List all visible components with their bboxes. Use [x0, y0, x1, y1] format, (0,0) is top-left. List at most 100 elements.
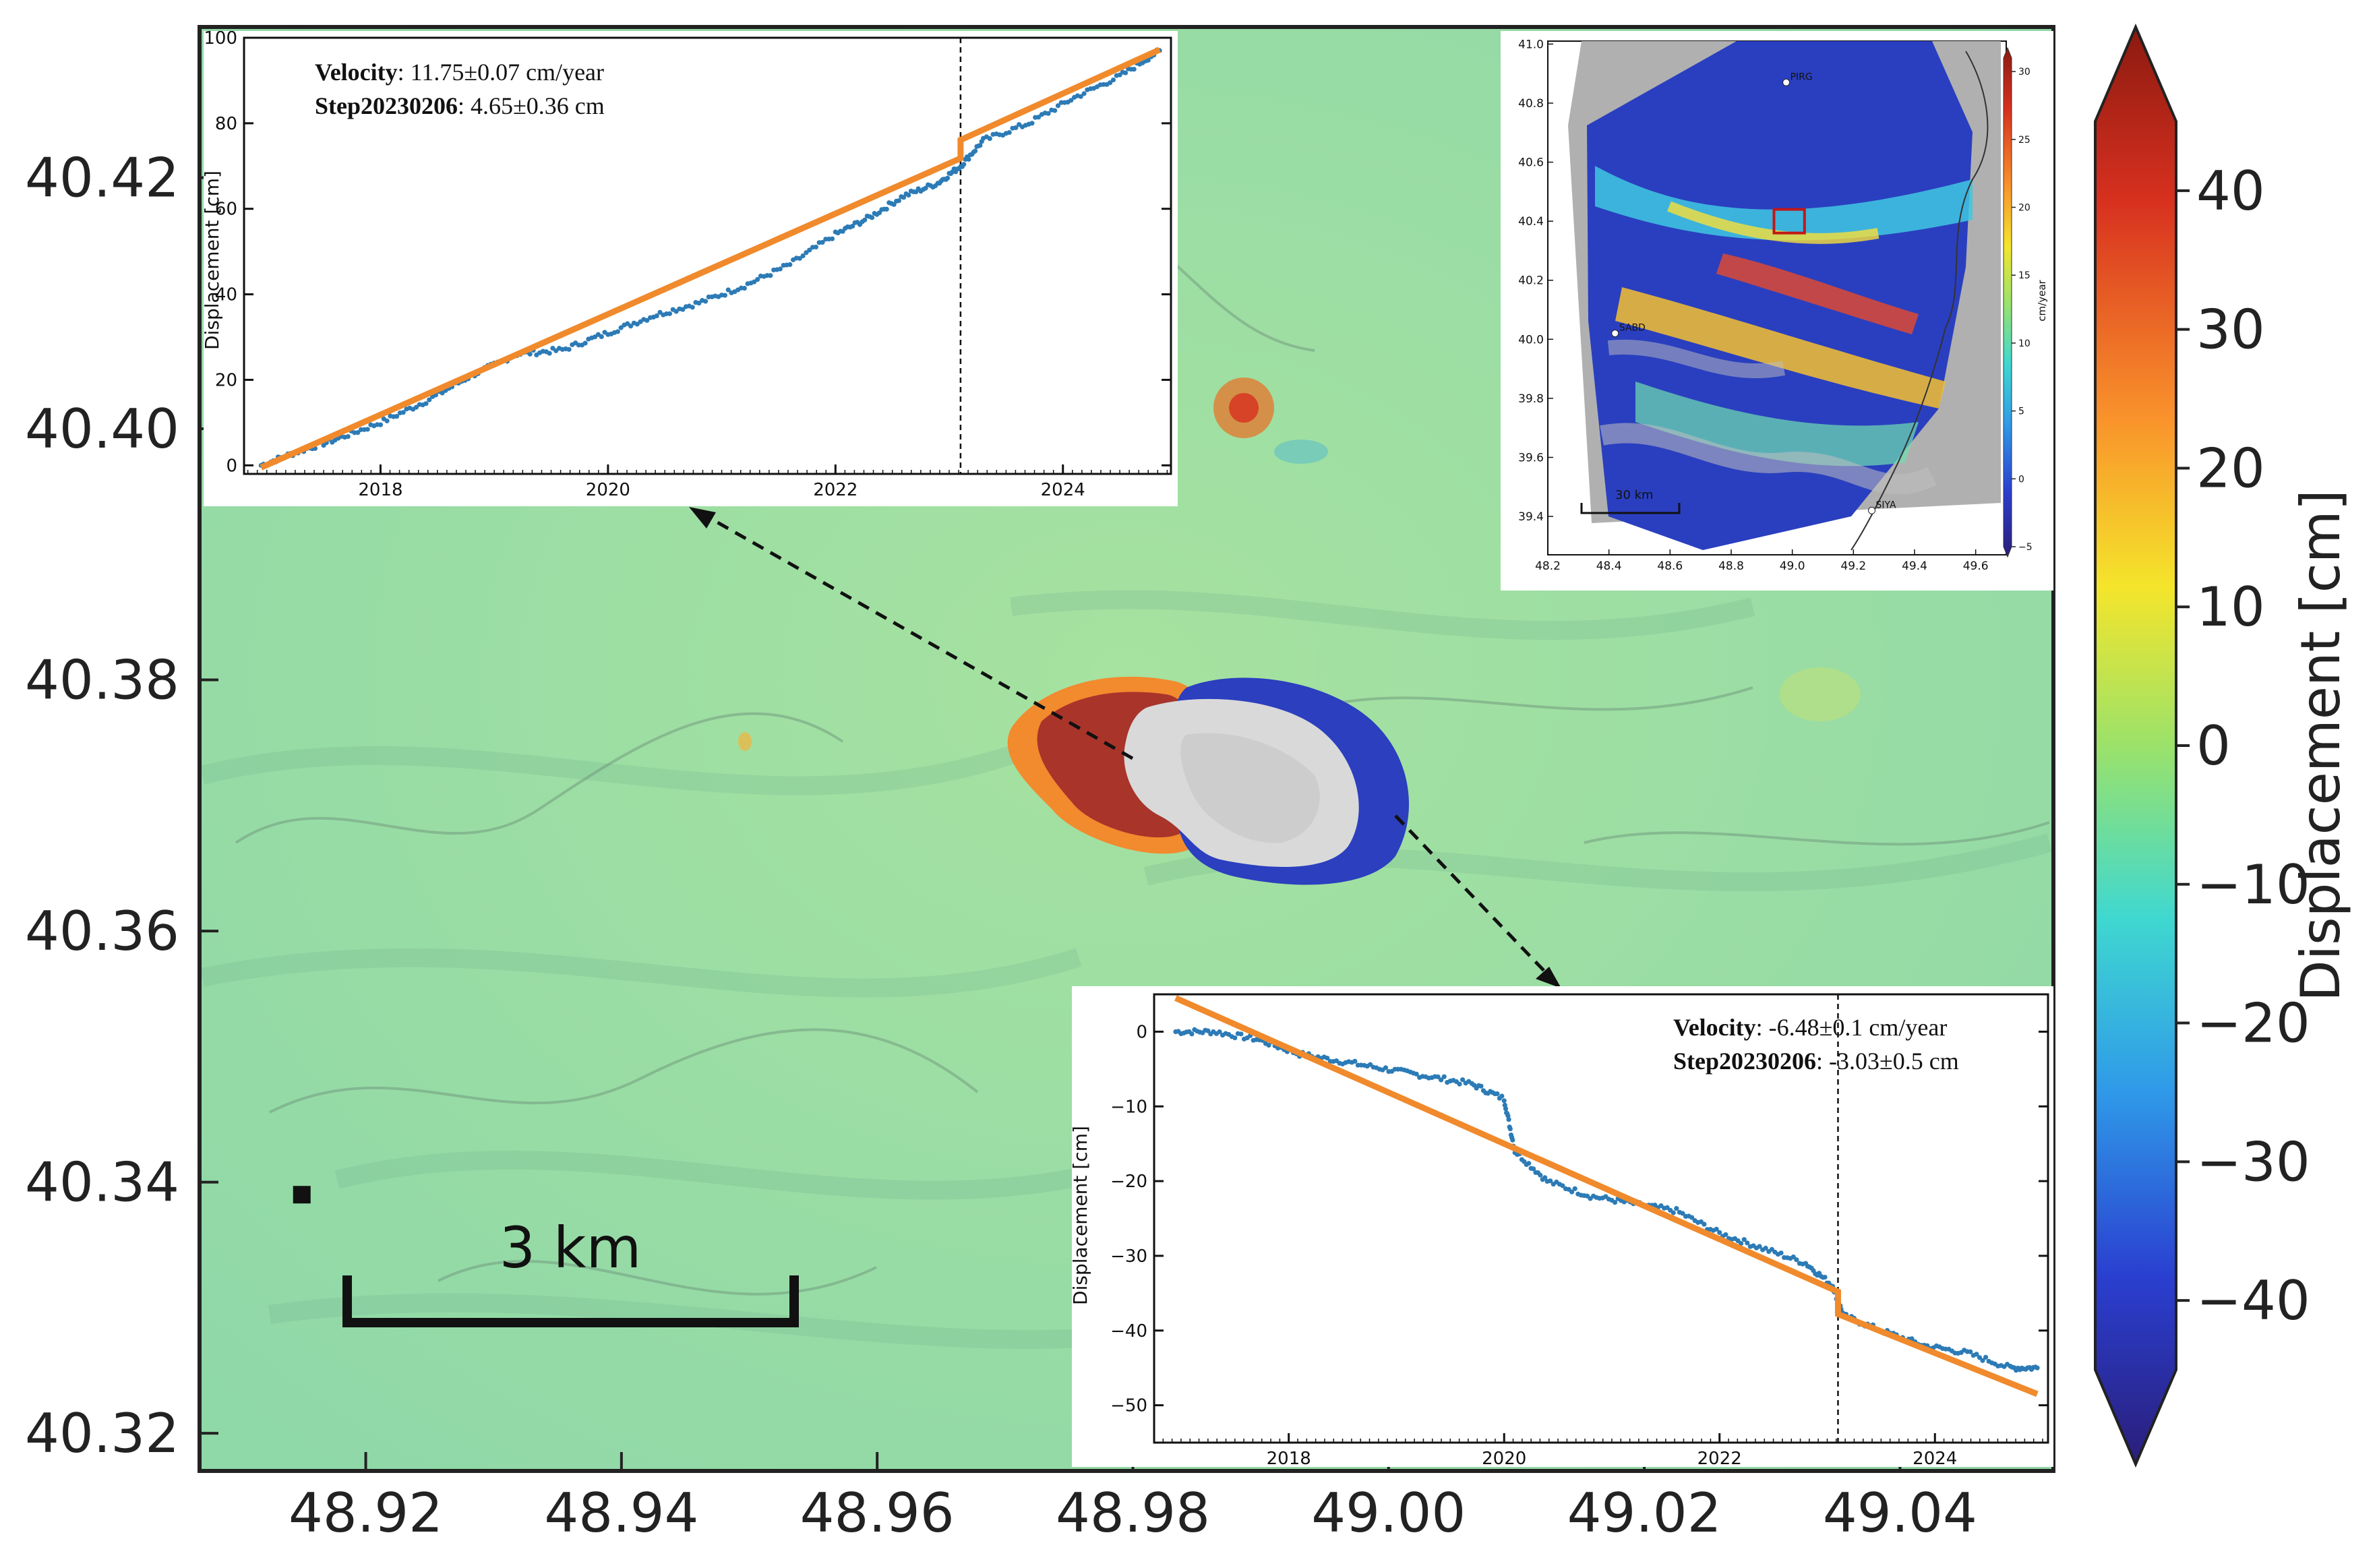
data-point: [1822, 1274, 1828, 1280]
station-marker: [293, 1186, 311, 1204]
x-tick-label: 49.0: [1780, 560, 1805, 573]
x-tick-label: 2018: [1267, 1449, 1311, 1467]
data-point: [1478, 1083, 1484, 1089]
data-point: [1046, 111, 1051, 116]
x-tick-label: 49.00: [1311, 1482, 1466, 1544]
data-point: [673, 309, 679, 314]
data-point: [1501, 1098, 1507, 1104]
data-point: [1569, 1189, 1575, 1195]
regional-colorbar-ticks: 30 25 20 15 10 5 0 −5: [2012, 67, 2033, 553]
data-point: [1495, 1091, 1500, 1097]
data-point: [1078, 94, 1083, 99]
y-tick-label: 20: [215, 370, 237, 390]
gnss-stations: PIRG SABD SIYA: [1611, 71, 1896, 514]
minor-anomaly: [1274, 440, 1328, 464]
colorbar-tick-label: 0: [2018, 474, 2024, 485]
y-tick-label: 40.38: [25, 649, 179, 712]
scale-bar: 3 km: [342, 1215, 799, 1327]
data-point: [813, 244, 818, 250]
y-tick-label: 39.4: [1518, 510, 1544, 524]
data-point: [654, 313, 659, 319]
y-tick-label: −20: [1110, 1172, 1147, 1192]
arrowhead-bottom: [1536, 967, 1561, 988]
data-point: [384, 418, 390, 423]
data-point: [1217, 1029, 1222, 1035]
data-point: [1548, 1178, 1553, 1184]
timeseries-axes: 2018 2020 2022 2024 0 −10 −20 −30 −40 −50: [1110, 1022, 2048, 1467]
colorbar-tick-label: 40: [2196, 160, 2265, 222]
data-point: [1714, 1226, 1719, 1232]
data-point: [547, 351, 552, 356]
x-tick-label: 49.4: [1902, 560, 1927, 573]
data-point: [696, 301, 702, 306]
y-tick-label: 40.40: [25, 398, 179, 460]
data-point: [1081, 91, 1087, 96]
data-point: [768, 273, 773, 278]
data-point: [850, 223, 855, 229]
y-tick-label: −50: [1110, 1396, 1147, 1416]
data-point: [1510, 1137, 1515, 1143]
data-point: [1505, 1113, 1511, 1118]
data-point: [1013, 125, 1019, 131]
data-point: [365, 427, 370, 432]
data-point: [427, 397, 432, 402]
colorbar-tick-label: 5: [2018, 406, 2024, 417]
data-point: [961, 162, 967, 167]
x-tick-label: 48.92: [289, 1482, 443, 1544]
data-point: [1757, 1244, 1762, 1249]
colorbar-tick-label: −40: [2196, 1269, 2310, 1332]
y-tick-label: 40.34: [25, 1151, 179, 1214]
data-point: [1131, 67, 1137, 72]
data-point: [1435, 1074, 1441, 1079]
colorbar-body: [2094, 23, 2177, 1468]
y-axis-label: Displacement [cm]: [1072, 1126, 1091, 1305]
data-point: [1538, 1172, 1543, 1178]
data-point: [1542, 1175, 1548, 1180]
y-tick-label: 39.8: [1518, 392, 1544, 406]
data-point: [1460, 1077, 1466, 1083]
x-tick-label: 2024: [1913, 1449, 1957, 1467]
data-point: [1612, 1200, 1618, 1205]
data-point: [400, 410, 406, 415]
data-point: [566, 346, 572, 352]
data-point: [690, 305, 695, 310]
data-point: [901, 195, 907, 200]
data-point: [1439, 1077, 1444, 1083]
data-point: [1526, 1161, 1532, 1166]
velocity-band: [1716, 253, 1919, 334]
station-dot: [1611, 330, 1619, 338]
data-point: [423, 401, 429, 406]
annotation-step: Step20230206: -3.03±0.5 cm: [1673, 1048, 1959, 1075]
data-point: [599, 334, 604, 339]
velocity-band: [1667, 201, 1879, 244]
data-point: [2035, 1365, 2040, 1370]
regional-scale-bar-line: [1580, 503, 1681, 514]
y-tick-label: 40.4: [1518, 215, 1544, 229]
data-point: [1909, 1336, 1915, 1341]
coastline: [1851, 51, 1989, 551]
data-point: [862, 217, 868, 222]
data-point: [1741, 1237, 1747, 1242]
colorbar-tick-label: 15: [2018, 270, 2030, 281]
data-point: [1122, 70, 1129, 76]
data-point: [804, 250, 809, 255]
uplift-band: [1595, 166, 1973, 241]
x-tick-label: 2022: [813, 480, 857, 500]
data-point: [1763, 1245, 1768, 1251]
y-tick-label: −40: [1110, 1321, 1147, 1341]
data-point: [1503, 1106, 1509, 1112]
data-point: [966, 156, 971, 162]
data-point: [644, 318, 650, 323]
colorbar-tick-label: −10: [2196, 853, 2310, 916]
data-point: [807, 247, 812, 253]
minor-anomalies: [738, 378, 1861, 751]
y-tick-label: 40.36: [25, 900, 179, 963]
data-point: [777, 266, 783, 272]
regional-colorbar-label: cm/year: [2036, 279, 2048, 321]
data-point: [722, 293, 728, 298]
x-tick-label: 48.6: [1657, 560, 1683, 573]
data-point: [1674, 1206, 1679, 1211]
inset-subsidence-timeseries: 2018 2020 2022 2024 0 −10 −20 −30 −40 −50 Displac…: [1072, 986, 2053, 1467]
data-point: [1530, 1166, 1536, 1172]
data-point: [787, 262, 793, 268]
